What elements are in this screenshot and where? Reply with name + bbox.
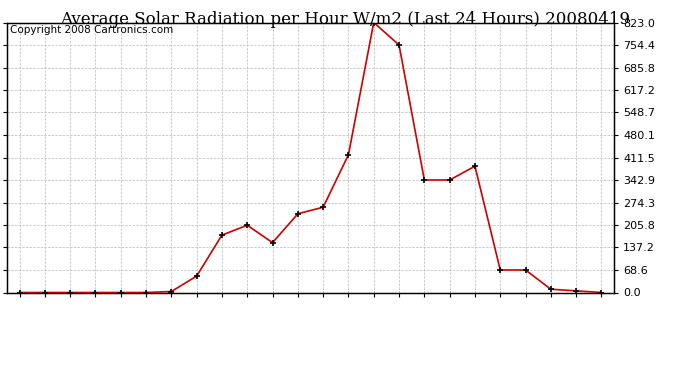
Text: 00:00: 00:00 (14, 297, 25, 330)
Text: 21:00: 21:00 (546, 297, 556, 330)
Text: 16:00: 16:00 (420, 297, 429, 330)
Text: 13:00: 13:00 (344, 297, 353, 330)
Text: 01:00: 01:00 (40, 297, 50, 330)
Text: 14:00: 14:00 (368, 297, 379, 330)
Text: 18:00: 18:00 (470, 297, 480, 330)
Text: 17:00: 17:00 (444, 297, 455, 330)
Text: 08:00: 08:00 (217, 297, 227, 330)
Text: 20:00: 20:00 (520, 297, 531, 330)
Text: Average Solar Radiation per Hour W/m2 (Last 24 Hours) 20080419: Average Solar Radiation per Hour W/m2 (L… (60, 11, 630, 28)
Text: 07:00: 07:00 (192, 297, 201, 330)
Text: 22:00: 22:00 (571, 297, 581, 330)
Text: 19:00: 19:00 (495, 297, 505, 330)
Text: 04:00: 04:00 (116, 297, 126, 330)
Text: 09:00: 09:00 (242, 297, 253, 330)
Text: 10:00: 10:00 (268, 297, 277, 330)
Text: Copyright 2008 Cartronics.com: Copyright 2008 Cartronics.com (10, 25, 173, 35)
Text: 03:00: 03:00 (90, 297, 101, 330)
Text: 02:00: 02:00 (65, 297, 75, 330)
Text: 05:00: 05:00 (141, 297, 151, 330)
Text: 11:00: 11:00 (293, 297, 303, 330)
Text: 23:00: 23:00 (596, 297, 607, 330)
Text: 15:00: 15:00 (394, 297, 404, 330)
Text: 12:00: 12:00 (318, 297, 328, 330)
Text: 06:00: 06:00 (166, 297, 177, 330)
